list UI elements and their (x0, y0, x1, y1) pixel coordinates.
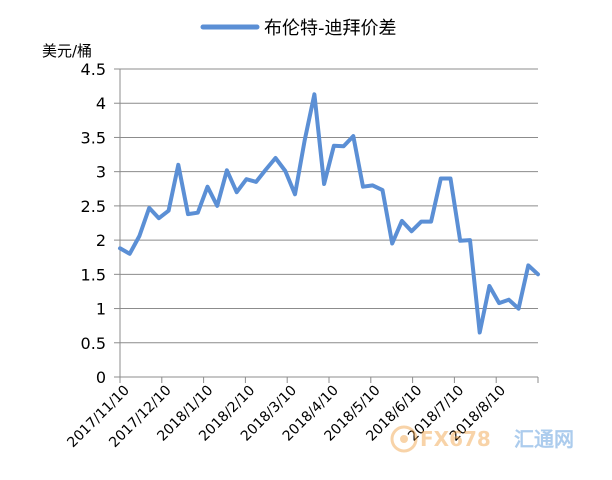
watermark-brand: FX678 (420, 427, 491, 451)
axes (114, 68, 539, 383)
series-group (118, 92, 540, 335)
y-tick-label: 4.5 (81, 60, 106, 79)
watermark-logo-dot-icon (400, 435, 408, 443)
y-tick-label: 3 (96, 163, 106, 182)
series-line (118, 92, 540, 335)
y-tick-label: 0.5 (81, 334, 106, 353)
y-tick-labels: 0 0.5 1 1.5 2 2.5 3 3.5 4 4.5 (81, 60, 106, 387)
y-tick-label: 1.5 (81, 265, 106, 284)
y-tick-label: 4 (96, 94, 106, 113)
y-tick-label: 2.5 (81, 197, 106, 216)
legend-label: 布伦特-迪拜价差 (264, 18, 397, 39)
watermark-logo-icon (390, 425, 418, 453)
y-tick-label: 1 (96, 300, 106, 319)
watermark: FX678 汇通网 (390, 425, 574, 453)
watermark-brand-cn: 汇通网 (514, 427, 574, 451)
gridlines (120, 68, 538, 344)
legend: 布伦特-迪拜价差 (200, 18, 397, 39)
y-axis-label: 美元/桶 (42, 42, 92, 60)
y-tick-label: 2 (96, 231, 106, 250)
y-tick-label: 0 (96, 368, 106, 387)
y-tick-label: 3.5 (81, 128, 106, 147)
